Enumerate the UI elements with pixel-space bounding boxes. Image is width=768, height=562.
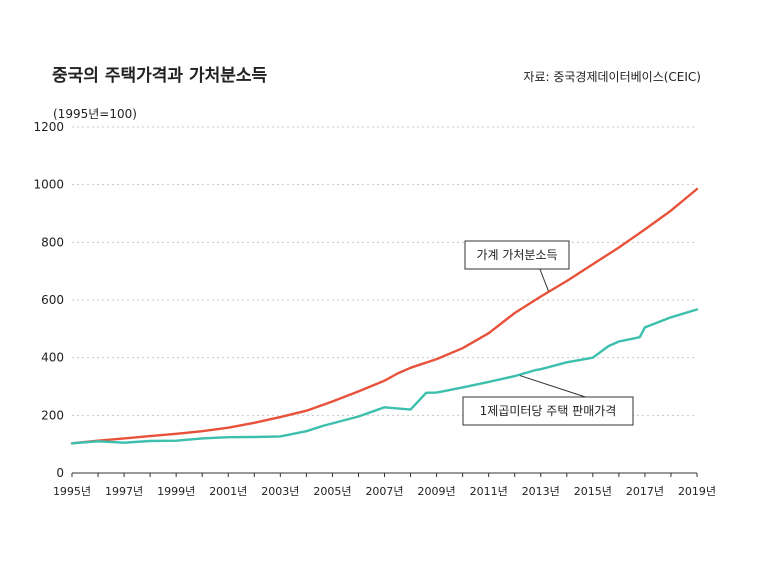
x-tick-label-2015: 2015년 bbox=[574, 485, 612, 498]
callout-pointer-2 bbox=[519, 375, 586, 398]
x-tick-label-2007: 2007년 bbox=[365, 485, 403, 498]
x-tick-label-1995: 1995년 bbox=[53, 485, 91, 498]
series-label-1: 가계 가처분소득 bbox=[476, 248, 557, 262]
callout-box-2 bbox=[462, 396, 634, 426]
series-lines bbox=[70, 187, 699, 445]
series-line-2 bbox=[70, 308, 699, 445]
grid-lines bbox=[72, 126, 697, 416]
y-tick-label-1000: 1000 bbox=[33, 178, 64, 192]
callout-pointer-1 bbox=[539, 268, 550, 292]
x-tick-label-2011: 2011년 bbox=[470, 485, 508, 498]
x-tick-label-2003: 2003년 bbox=[261, 485, 299, 498]
x-tick-label-2005: 2005년 bbox=[313, 485, 351, 498]
x-tick-label-2017: 2017년 bbox=[626, 485, 664, 498]
x-tick-label-1997: 1997년 bbox=[105, 485, 143, 498]
y-tick-label-200: 200 bbox=[41, 408, 64, 422]
x-tick-label-2019: 2019년 bbox=[678, 485, 716, 498]
chart-title: 중국의 주택가격과 가처분소득 bbox=[52, 66, 268, 86]
callout-box-1 bbox=[464, 240, 570, 270]
y-tick-label-600: 600 bbox=[41, 293, 64, 307]
y-tick-label-800: 800 bbox=[41, 235, 64, 249]
x-tick-label-2013: 2013년 bbox=[522, 485, 560, 498]
y-tick-label-1200: 1200 bbox=[33, 120, 64, 134]
axes: 0 200 400 600 800 1000 1200 1995년 1997년 1999년 2001… bbox=[33, 120, 716, 498]
y-tick-label-400: 400 bbox=[41, 351, 64, 365]
series-label-2: 1제곱미터당 주택 판매가격 bbox=[480, 404, 617, 418]
x-tick-label-2001: 2001년 bbox=[209, 485, 247, 498]
series-line-1 bbox=[70, 187, 699, 445]
series-callouts: 가계 가처분소득 1제곱미터당 주택 판매가격 bbox=[462, 240, 634, 426]
x-tick-label-1999: 1999년 bbox=[157, 485, 195, 498]
x-tick-label-2009: 2009년 bbox=[418, 485, 456, 498]
y-axis-label: (1995년=100) bbox=[53, 107, 137, 121]
y-tick-label-0: 0 bbox=[56, 466, 64, 480]
chart-source: 자료: 중국경제데이터베이스(CEIC) bbox=[523, 70, 701, 84]
